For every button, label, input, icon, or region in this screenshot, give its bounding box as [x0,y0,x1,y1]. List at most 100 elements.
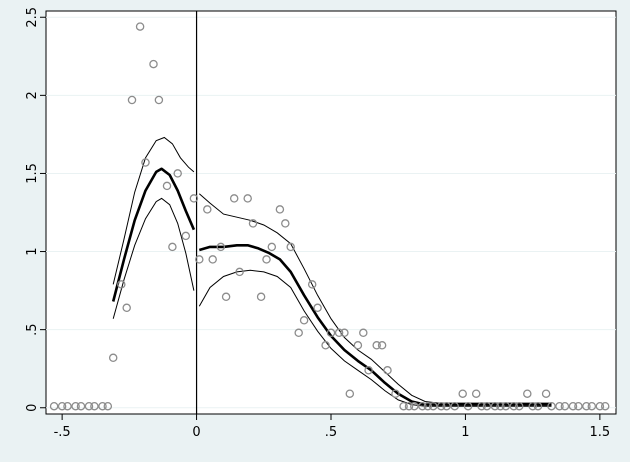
scatter-point-13 [135,22,145,31]
scatter-point-65 [477,401,486,411]
x-tick-label-2: .5 [325,425,337,440]
scatter-point-75 [541,389,551,398]
scatter-point-53 [399,401,408,411]
scatter-point-5 [84,401,94,411]
scatter-point-71 [514,401,524,411]
scatter-point-0 [49,401,59,411]
scatter-point-45 [345,389,355,398]
scatter-point-1 [57,401,67,411]
scatter-point-74 [533,401,543,411]
scatter-point-16 [154,95,164,105]
scatter-point-15 [149,59,158,69]
scatter-point-80 [574,401,583,411]
scatter-point-37 [294,328,303,338]
scatter-point-27 [229,194,239,203]
scatter-point-19 [173,169,182,178]
scatter-point-28 [235,267,244,277]
x-axis: -.5 0 .5 1 1.5 [54,414,611,440]
scatter-point-82 [587,401,597,411]
x-tick-label-0: -.5 [54,425,71,440]
scatter-point-40 [313,303,322,313]
scatter-point-3 [71,401,80,411]
scatter-point-59 [436,401,446,411]
y-tick-label-3: 1.5 [25,163,40,184]
scatter-point-20 [181,231,191,241]
scatter-point-61 [450,401,459,411]
scatter-point-26 [221,292,231,302]
scatter-point-32 [262,255,271,264]
scatter-point-4 [76,401,86,411]
scatter-point-69 [501,401,511,411]
scatter-point-24 [208,255,217,264]
scatter-point-55 [410,401,419,411]
scatter-point-58 [428,401,438,411]
scatter-point-2 [63,401,72,411]
scatter-point-83 [595,401,605,411]
left-ci-lower-line [112,197,195,319]
scatter-point-29 [243,194,252,203]
scatter-point-42 [326,328,336,338]
scatter-point-72 [523,389,532,398]
plot-area [45,10,617,415]
scatter-point-67 [490,401,500,411]
scatter-point-6 [90,401,99,411]
right-ci-lower-line [198,269,552,407]
x-tick-label-3: 1 [461,425,469,440]
scatter-point-60 [442,401,451,411]
scatter-point-57 [423,401,433,411]
scatter-point-63 [463,401,473,411]
scatter-points [49,22,610,411]
scatter-point-17 [162,181,172,191]
scatter-point-43 [334,328,344,338]
scatter-point-30 [248,219,258,228]
scatter-point-44 [340,328,349,338]
scatter-point-31 [256,292,266,302]
scatter-point-62 [458,389,467,398]
x-tick-label-1: 0 [192,425,200,440]
scatter-point-12 [127,95,137,105]
scatter-point-41 [321,341,330,350]
left-ci-upper-line [112,136,195,285]
scatter-point-68 [496,401,505,411]
y-tick-label-1: .5 [25,323,40,335]
scatter-point-70 [509,401,519,411]
scatter-point-81 [582,401,591,411]
scatter-point-84 [600,401,610,411]
scatter-point-11 [122,303,131,313]
scatter-point-36 [286,242,295,252]
scatter-point-34 [275,205,285,214]
scatter-point-46 [353,341,363,350]
scatter-point-66 [482,401,492,411]
scatter-point-49 [372,341,381,350]
scatter-point-21 [189,194,199,203]
scatter-point-52 [391,389,400,398]
scatter-point-25 [216,242,226,252]
scatter-point-78 [560,401,570,411]
scatter-point-33 [267,242,277,252]
scatter-point-77 [555,401,564,411]
scatter-point-35 [281,219,290,228]
scatter-point-50 [377,341,387,350]
scatter-point-38 [299,316,309,325]
y-tick-label-0: 0 [25,404,40,412]
scatter-point-56 [418,401,427,411]
scatter-point-64 [471,389,481,398]
scatter-point-10 [117,280,126,289]
y-axis: 0 .5 1 1.5 2 2.5 [25,7,46,412]
scatter-point-18 [168,242,177,252]
x-tick-label-4: 1.5 [590,425,611,440]
scatter-point-7 [98,401,107,411]
scatter-point-79 [568,401,578,411]
scatter-point-47 [359,328,368,338]
scatter-point-39 [307,280,317,289]
scatter-point-8 [103,401,113,411]
scatter-point-9 [108,353,118,363]
scatter-point-22 [195,255,204,264]
y-tick-label-2: 1 [25,247,40,255]
scatter-point-73 [528,401,537,411]
y-tick-label-4: 2 [25,91,40,99]
scatter-point-76 [547,401,556,411]
left-fit-line [111,167,196,302]
